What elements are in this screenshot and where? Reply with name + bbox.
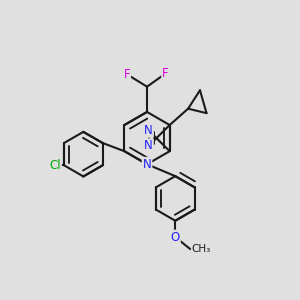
- Text: F: F: [124, 68, 130, 81]
- Text: N: N: [144, 124, 153, 137]
- Text: Cl: Cl: [49, 159, 61, 172]
- Text: CH₃: CH₃: [192, 244, 211, 254]
- Text: N: N: [144, 140, 153, 152]
- Text: N: N: [143, 158, 152, 171]
- Text: O: O: [171, 231, 180, 244]
- Text: F: F: [162, 67, 169, 80]
